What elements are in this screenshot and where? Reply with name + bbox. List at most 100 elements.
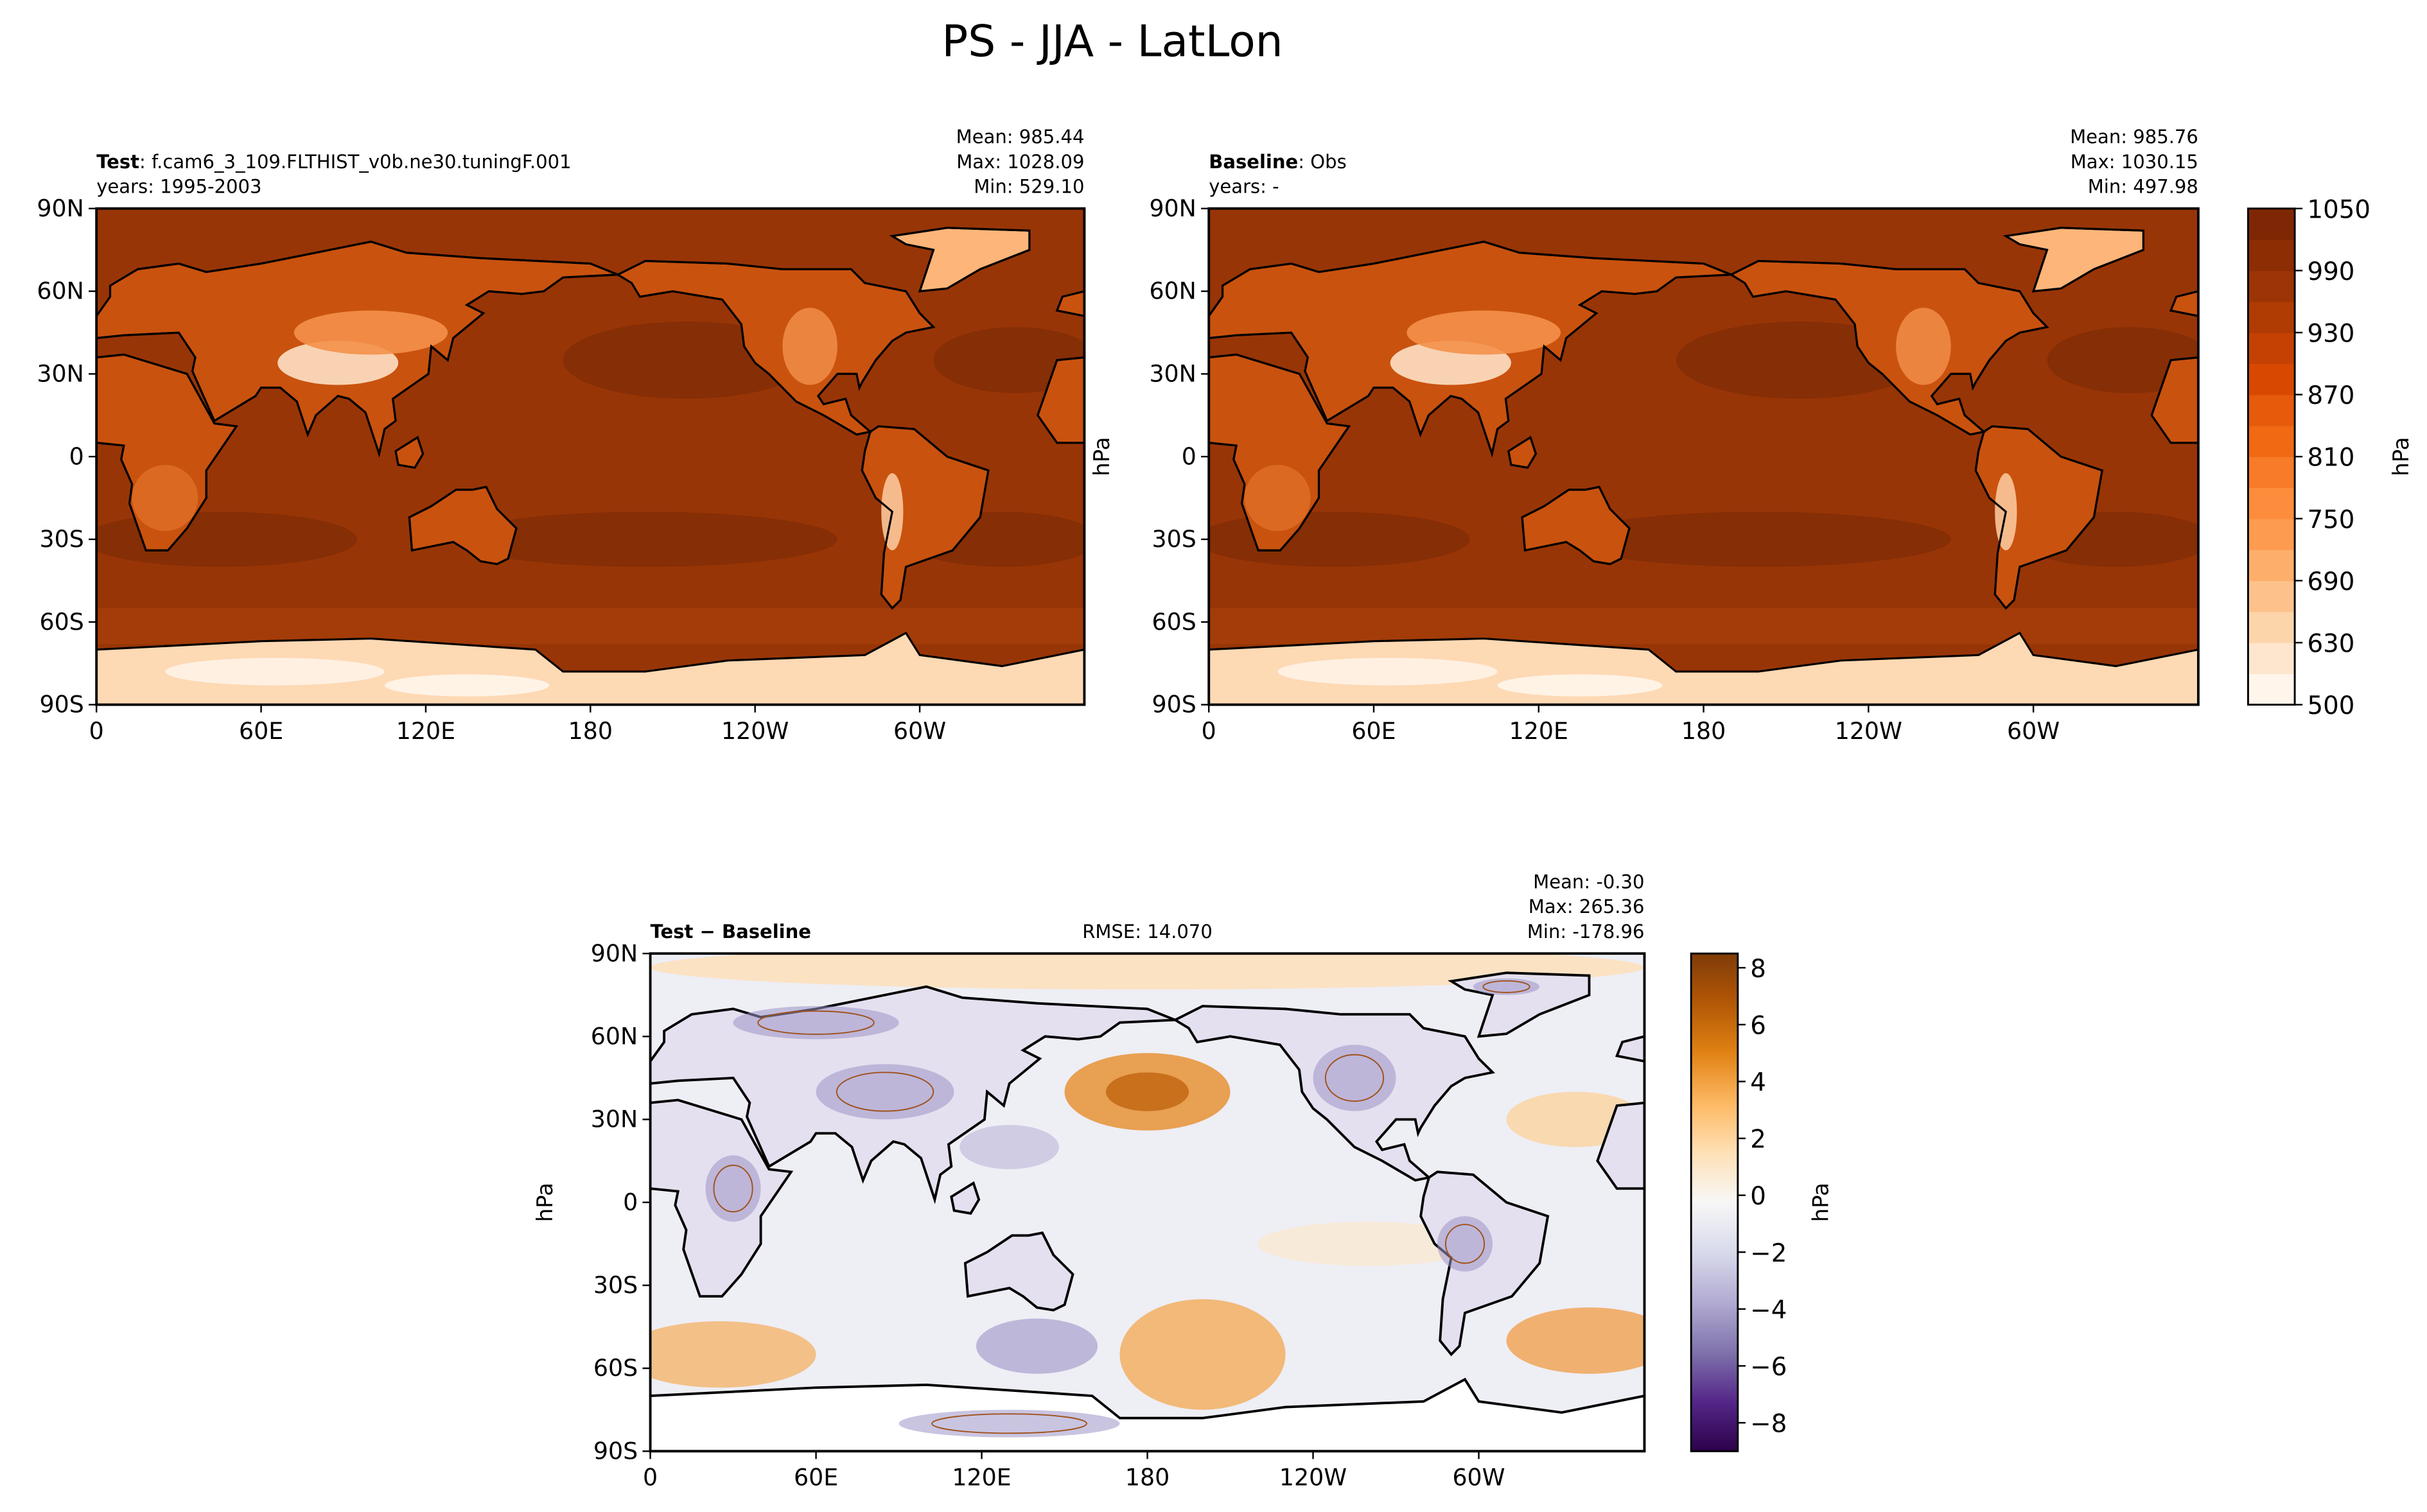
years: years: 1995-2003 (96, 176, 261, 198)
panel-label: Test − Baseline (651, 921, 811, 943)
high-pressure (1566, 512, 1951, 567)
y-tick-label: 30S (40, 525, 84, 553)
elevation (1406, 310, 1561, 355)
x-tick-label: 0 (643, 1464, 658, 1491)
y-tick-label: 90S (593, 1437, 638, 1464)
colorbar-tick-label: 870 (2307, 381, 2354, 410)
panel-name: Test (96, 151, 139, 173)
elevation (165, 657, 385, 686)
stat: Mean: 985.44 (956, 126, 1085, 148)
stat: Mean: -0.30 (1533, 871, 1644, 892)
land (963, 1231, 1074, 1312)
colorbar-band (2248, 518, 2295, 550)
y-axis-label: hPa (532, 1183, 557, 1222)
stat: Max: 1030.15 (2071, 151, 2198, 173)
elevation (132, 465, 198, 532)
coastline (2169, 290, 2198, 317)
colorbar-band (2248, 208, 2295, 240)
colorbar-tick-label: 500 (2307, 691, 2354, 720)
panel-label: Test: f.cam6_3_109.FLTHIST_v0b.ne30.tuni… (96, 151, 571, 173)
anomaly (1119, 1299, 1286, 1410)
elevation (1497, 674, 1663, 697)
high-pressure (453, 512, 837, 567)
map-field (96, 208, 1085, 705)
x-tick-label: 60W (1452, 1464, 1505, 1491)
colorbar-tick-label: 8 (1750, 955, 1766, 984)
southern-band (1209, 608, 2198, 645)
y-tick-label: 30N (591, 1106, 638, 1133)
elevation (1277, 657, 1498, 686)
elevation (1896, 308, 1951, 385)
y-tick-label: 60S (1152, 608, 1196, 636)
colorbar-tick-label: 690 (2307, 568, 2354, 596)
colorbar-band (2248, 394, 2295, 426)
x-tick-label: 60W (2007, 717, 2060, 745)
rmse: RMSE: 14.070 (1082, 921, 1213, 943)
anomaly (1257, 1221, 1479, 1266)
colorbar-tick-label: −8 (1750, 1410, 1787, 1439)
coastline (1729, 259, 2049, 436)
coastline (2002, 227, 2144, 293)
x-tick-label: 60E (794, 1464, 838, 1491)
x-tick-label: 120E (952, 1464, 1011, 1491)
anomaly-contour (1444, 1224, 1485, 1264)
elevation (384, 674, 550, 697)
map-field (650, 953, 1645, 1452)
colorbar-frame (1690, 952, 1739, 1452)
colorbar-band (2248, 456, 2295, 489)
colorbar-tick-label: 990 (2307, 257, 2354, 286)
colorbar-tick-label: −6 (1750, 1353, 1787, 1382)
x-tick-label: 0 (1202, 717, 1216, 745)
anomaly (1106, 1072, 1189, 1111)
x-tick-label: 120W (1279, 1464, 1347, 1491)
y-tick-label: 60S (593, 1354, 638, 1382)
x-tick-label: 180 (1681, 717, 1726, 745)
map-panel: 0 60E 120E 180 120W 60W 90S 60S 30S 0 30N 60N 90N Mea… (1089, 126, 2414, 745)
anomaly-contour (1324, 1054, 1385, 1102)
colorbar-tick-label: 4 (1750, 1068, 1766, 1097)
colorbar-tick-label: 930 (2307, 320, 2354, 349)
map-panel: 0 60E 120E 180 120W 60W 90S 60S 30S 0 30N 60N 90N Mea… (532, 871, 1833, 1491)
x-tick-label: 120W (721, 717, 789, 745)
y-tick-label: 30S (1152, 525, 1196, 553)
x-tick-label: 180 (1125, 1464, 1170, 1491)
years: years: - (1209, 176, 1279, 198)
coastline (1507, 435, 1538, 469)
x-tick-label: 60E (1351, 717, 1396, 745)
y-tick-label: 90N (37, 195, 83, 222)
stat: Min: -178.96 (1527, 921, 1645, 943)
high-pressure (933, 327, 1085, 394)
coastline (889, 227, 1031, 293)
land (1209, 631, 2198, 705)
high-pressure (96, 512, 358, 567)
x-tick-label: 0 (89, 717, 104, 745)
colorbar-band (2248, 673, 2295, 706)
stat: Mean: 985.76 (2070, 126, 2198, 148)
land (1615, 1035, 1645, 1063)
colorbar-band (2248, 487, 2295, 519)
coastline (1037, 356, 1085, 444)
anomaly (959, 1125, 1059, 1170)
x-tick-label: 60E (239, 717, 283, 745)
y-tick-label: 60N (1149, 277, 1196, 305)
coastline (861, 425, 990, 610)
anomaly-contour (931, 1413, 1087, 1434)
x-tick-label: 120W (1835, 717, 1902, 745)
y-tick-label: 60N (37, 277, 83, 305)
colorbar-label: hPa (2388, 437, 2414, 476)
anomaly-contour (836, 1072, 934, 1112)
colorbar-tick-label: 2 (1750, 1125, 1766, 1154)
coastline (1974, 425, 2103, 610)
high-pressure (1209, 512, 1470, 567)
land (650, 1377, 1645, 1452)
anomaly-contour (757, 1010, 875, 1035)
case-name: : Obs (1298, 151, 1346, 173)
coastline (1209, 240, 1732, 458)
stat: Max: 1028.09 (956, 151, 1084, 173)
coastline (2150, 356, 2198, 444)
colorbar-tick-label: 750 (2307, 505, 2354, 534)
anomaly (1506, 1307, 1645, 1374)
colorbar-band (2248, 550, 2295, 582)
